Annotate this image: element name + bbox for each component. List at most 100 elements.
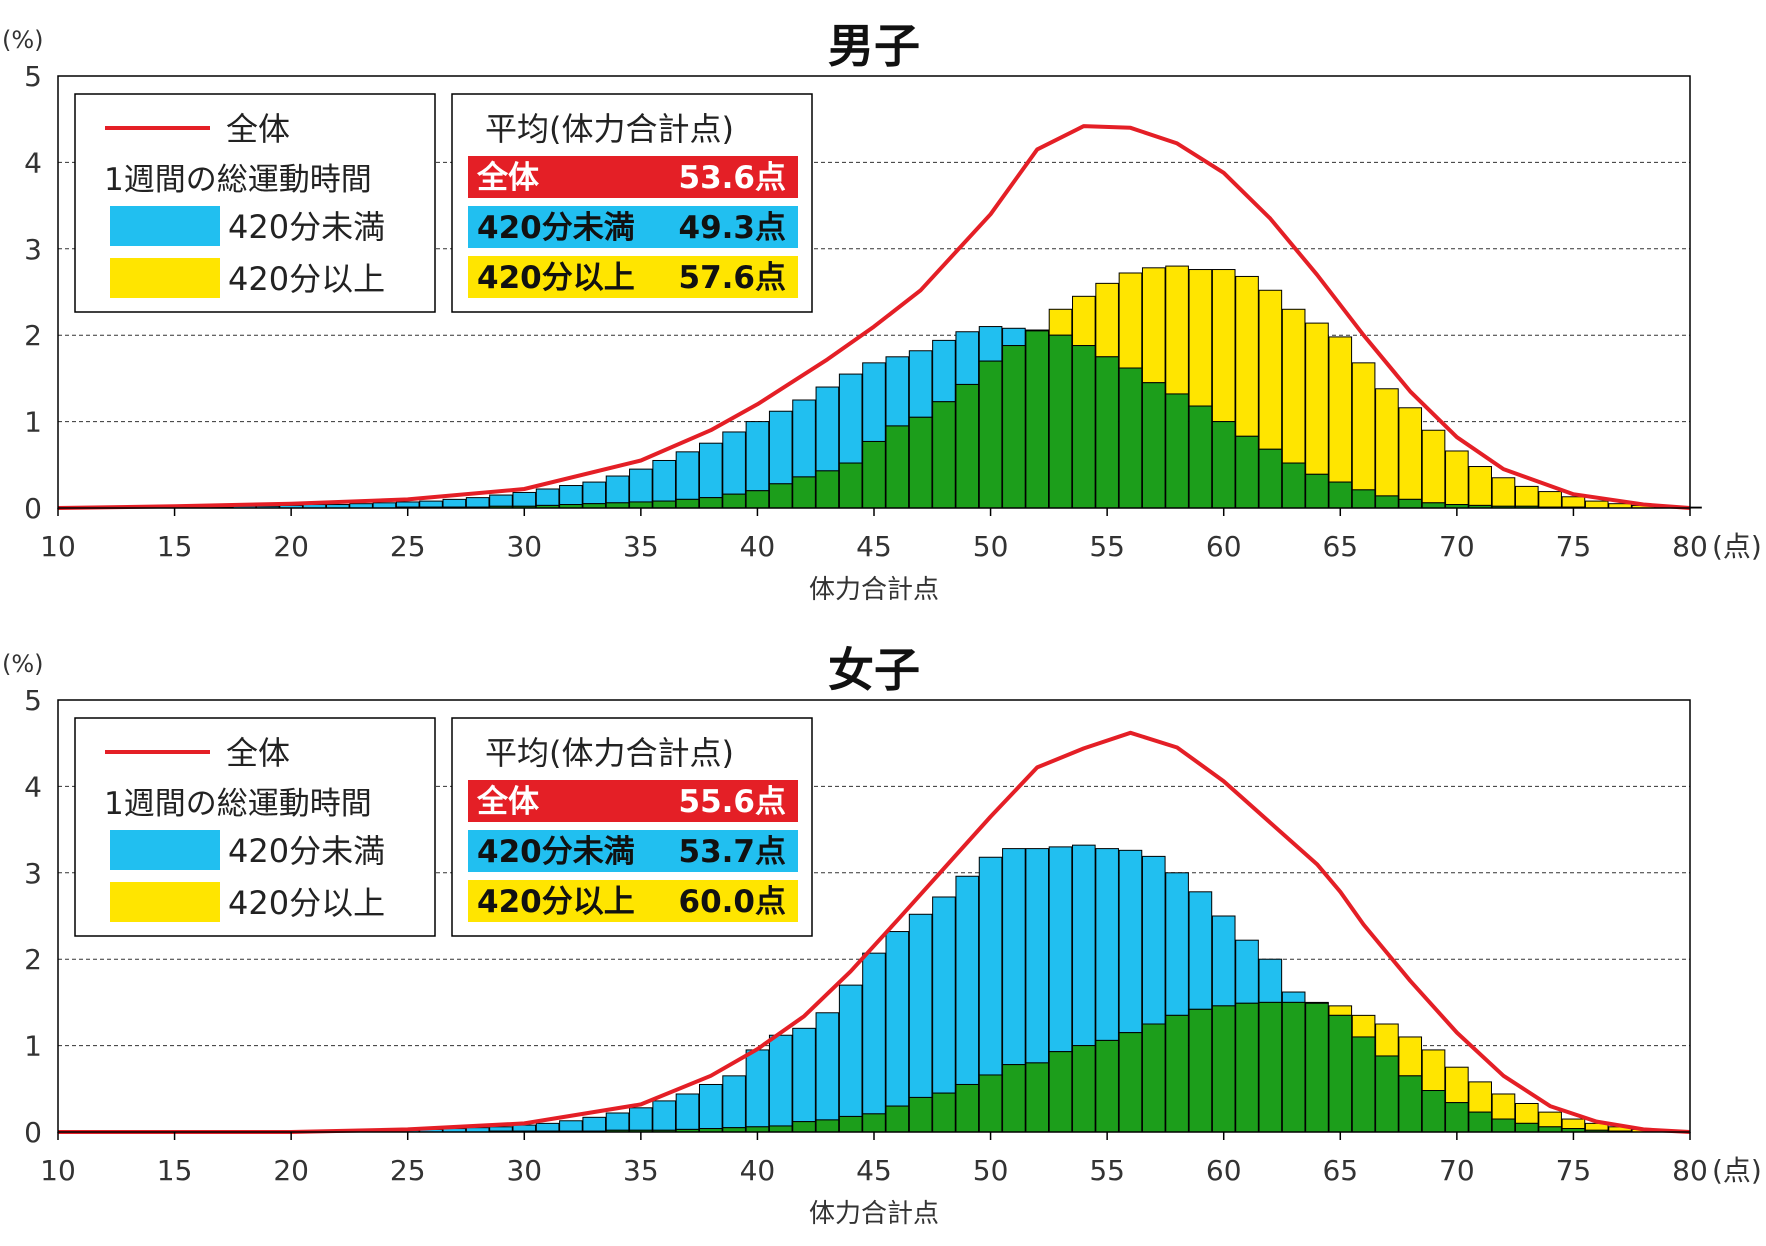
bar-under-420 [535,488,560,506]
bar-under-420 [465,497,490,508]
x-tick-label: 40 [740,530,776,563]
bar-over-420 [1048,308,1073,336]
bar-overlap [1141,382,1166,509]
bar-overlap [1398,498,1423,509]
y-tick-label: 5 [24,60,42,93]
y-tick-label: 2 [24,943,42,976]
bar-over-420 [1351,362,1376,491]
bar-overlap [1351,1036,1376,1133]
legend-group-title: 1週間の総運動時間 [104,786,372,822]
bar-over-420 [1445,450,1469,506]
bar-overlap [1025,1062,1050,1133]
bar-under-420 [1025,848,1050,1064]
x-tick-label: 25 [390,530,426,563]
bar-over-420 [1165,265,1189,395]
means-row [468,206,798,248]
bar-under-420 [745,1049,770,1128]
bar-under-420 [815,1012,840,1121]
bar-over-420 [1421,1049,1446,1092]
bar-over-420 [1584,500,1609,509]
legend-over-label: 420分以上 [228,884,385,922]
bar-overlap [1491,1118,1516,1133]
legend-under-label: 420分未満 [228,832,385,870]
x-tick-label: 30 [506,530,542,563]
bar-overlap [815,1119,840,1133]
y-tick-label: 4 [24,146,42,179]
bar-under-420 [1141,855,1166,1025]
legend-under-label: 420分未満 [228,208,385,246]
bar-overlap [792,476,816,509]
bar-over-420 [1188,269,1213,407]
x-tick-label: 30 [506,1154,542,1187]
bar-under-420 [792,399,816,478]
bar-over-420 [1211,269,1236,423]
bar-overlap [1002,1064,1026,1133]
bar-under-420 [605,475,630,504]
y-tick-label: 1 [24,406,42,439]
bar-overlap [1328,1014,1353,1133]
legend-over-swatch [110,258,220,298]
x-tick-label: 70 [1439,530,1475,563]
bar-over-420 [1421,429,1446,504]
legend-group-title: 1週間の総運動時間 [104,162,372,198]
bar-under-420 [559,485,583,506]
bar-under-420 [1002,327,1026,347]
bar-under-420 [512,1124,537,1132]
means-row-value: 57.6点 [679,260,787,296]
y-tick-label: 1 [24,1030,42,1063]
bar-over-420 [1235,275,1259,437]
y-tick-label: 0 [24,1116,42,1149]
bar-overlap [1235,1002,1259,1133]
y-tick-label: 3 [24,233,42,266]
bar-under-420 [1095,848,1119,1041]
x-tick-label: 65 [1322,1154,1358,1187]
bar-over-420 [1491,477,1516,507]
bar-overlap [955,383,980,509]
bar-under-420 [862,362,886,442]
bar-overlap [1095,1039,1119,1133]
bar-overlap [605,502,630,509]
bar-under-420 [978,856,1003,1076]
bar-over-420 [1351,1014,1376,1038]
means-title: 平均(体力合計点) [485,734,734,772]
bar-over-420 [1258,289,1283,450]
x-tick-label: 35 [623,530,659,563]
y-tick-label: 0 [24,492,42,525]
bar-over-420 [1514,485,1539,507]
bar-overlap [1538,1126,1562,1133]
bar-overlap [792,1121,816,1133]
bar-under-420 [838,373,863,464]
means-row [468,156,798,198]
x-tick-label: 10 [40,530,76,563]
x-tick-label: 10 [40,1154,76,1187]
bar-overlap [932,1092,956,1133]
bar-overlap [1165,1014,1189,1133]
x-axis-label: 体力合計点 [809,575,939,605]
bar-under-420 [932,339,956,403]
means-row [468,780,798,822]
bar-overlap [1235,435,1259,509]
bar-under-420 [932,896,956,1094]
bar-overlap [1188,1008,1213,1133]
bar-under-420 [652,459,676,502]
bar-overlap [1165,393,1189,509]
bar-overlap [1025,330,1050,509]
bar-overlap [1258,1001,1283,1133]
bar-overlap [1375,495,1399,509]
bar-overlap [1305,1002,1329,1133]
x-tick-label: 80 [1672,530,1708,563]
bar-overlap [1351,489,1376,509]
legend-under-swatch [110,830,220,870]
bar-under-420 [1118,849,1143,1034]
bar-overlap [862,1113,886,1133]
bar-overlap [745,1126,770,1133]
x-axis-unit: (点) [1712,1154,1762,1187]
x-tick-label: 40 [740,1154,776,1187]
x-tick-label: 50 [973,1154,1009,1187]
x-tick-label: 20 [273,1154,309,1187]
bar-under-420 [838,984,863,1117]
x-axis-unit: (点) [1712,530,1762,563]
bar-over-420 [1514,1102,1539,1124]
